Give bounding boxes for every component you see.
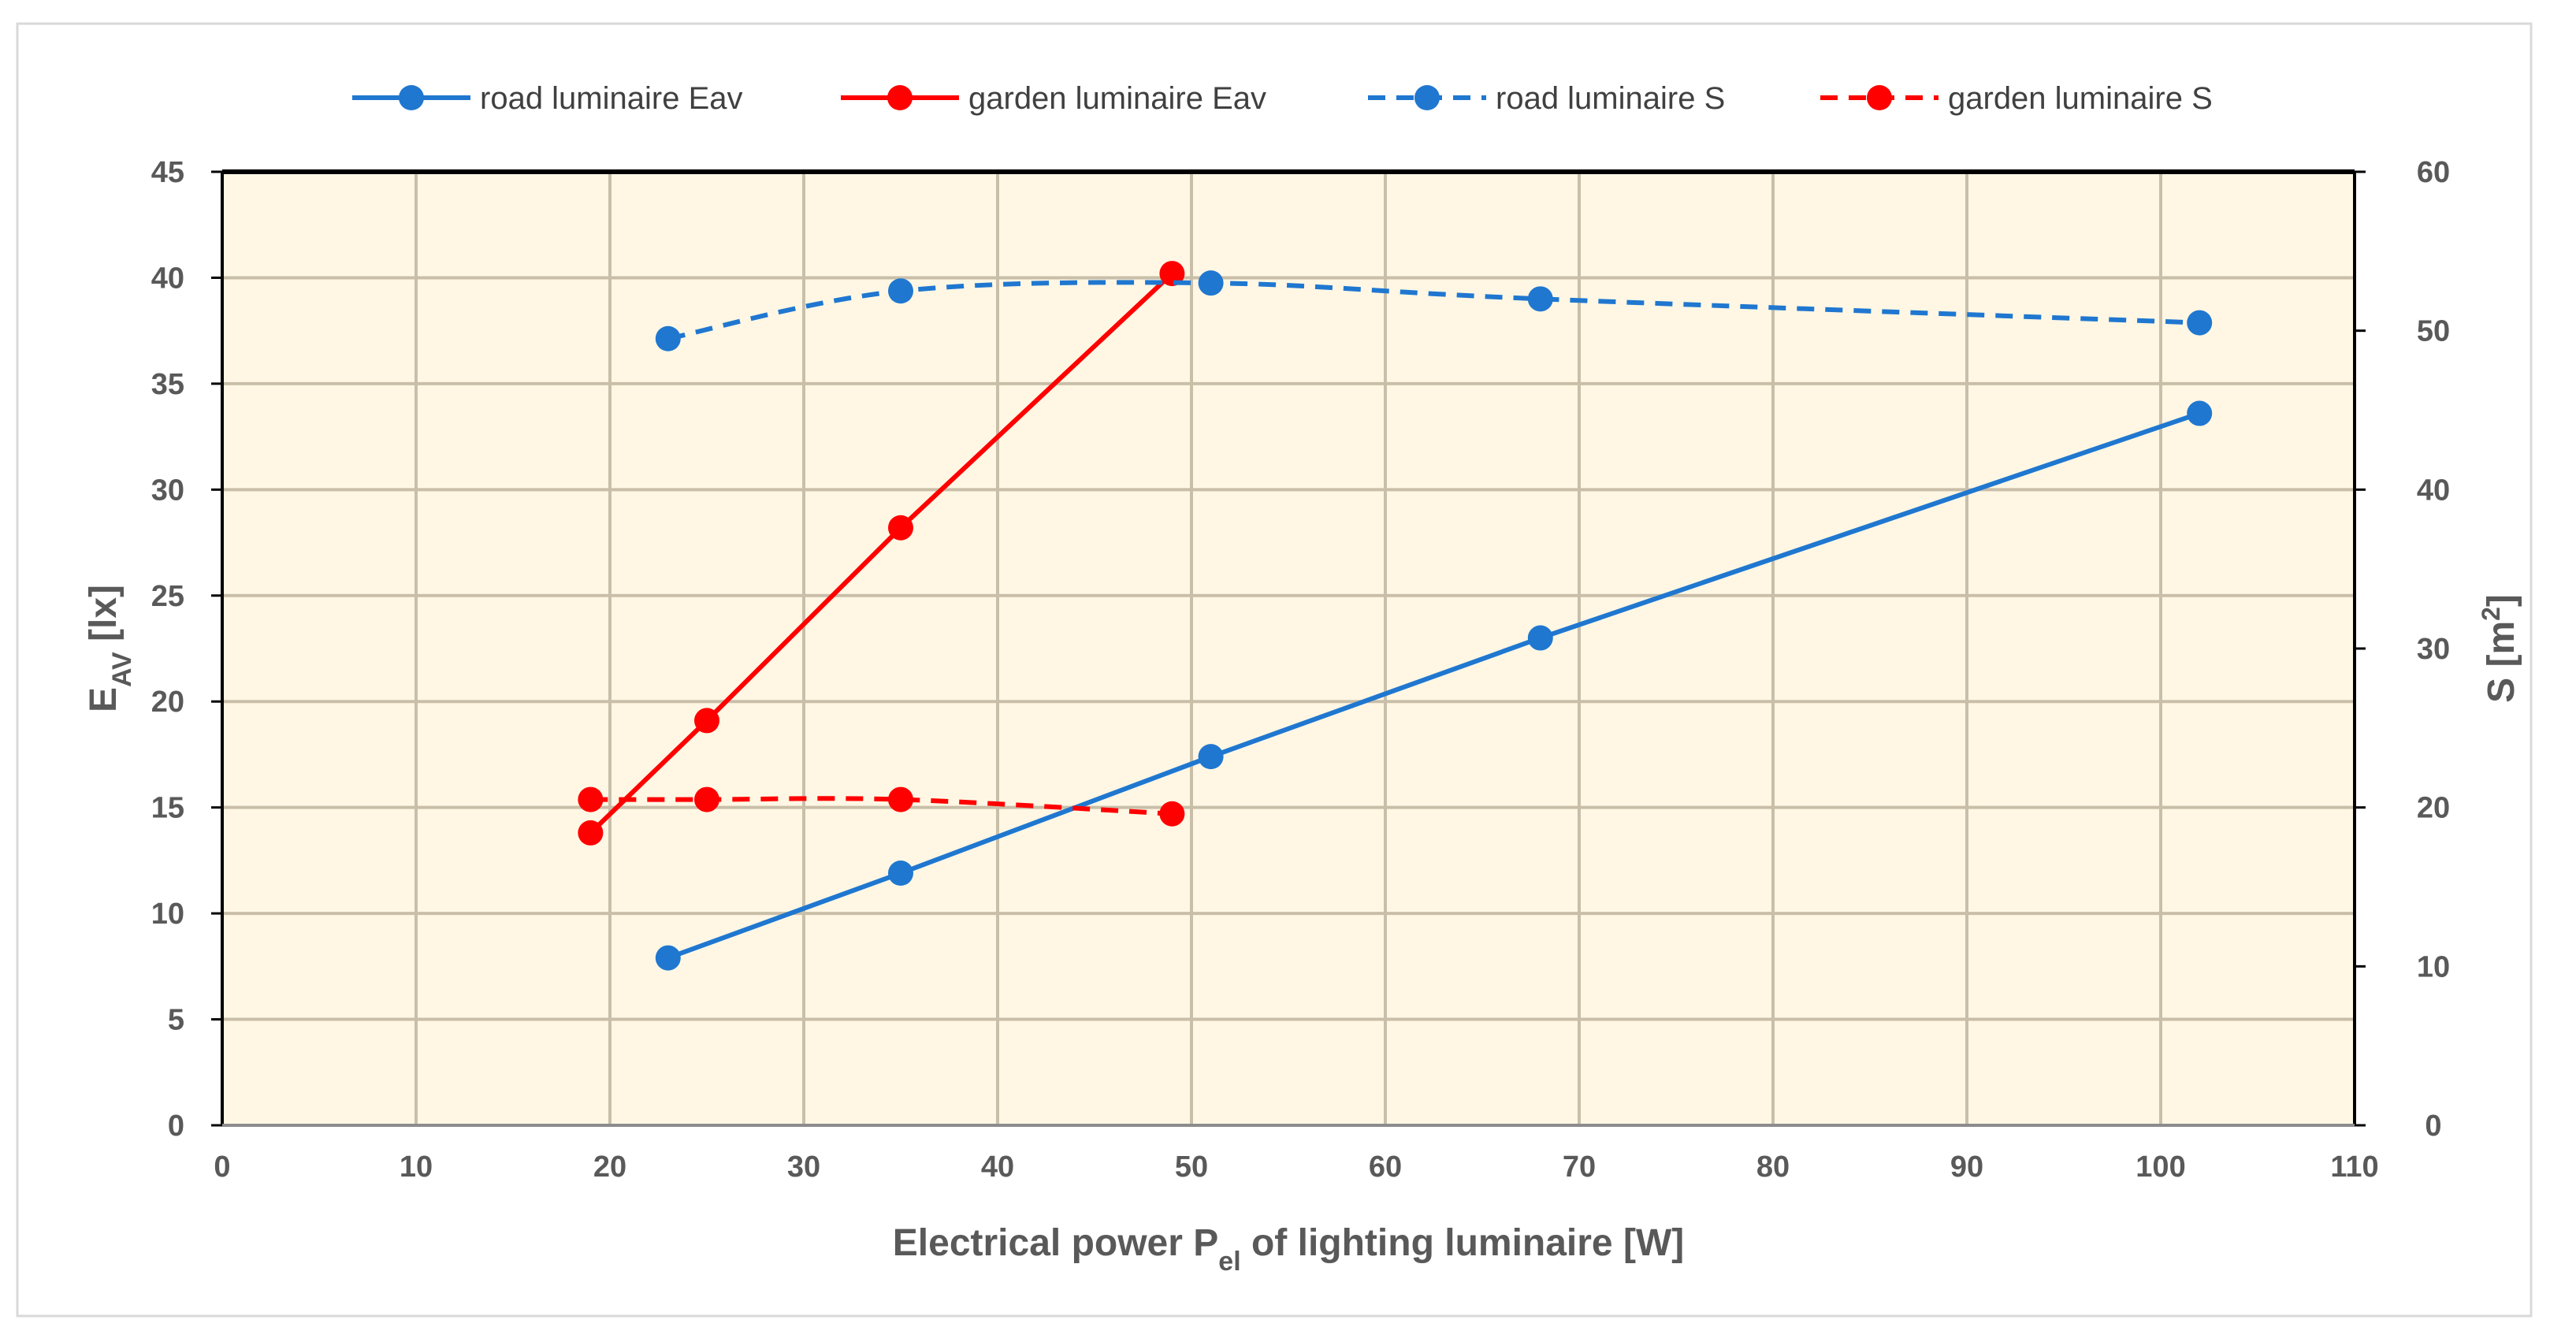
x-axis-title-main: Electrical power P bbox=[893, 1222, 1219, 1264]
legend-marker-garden-luminaire-s bbox=[1867, 85, 1892, 110]
series-line-garden-luminaire-eav bbox=[589, 271, 1174, 835]
y2-tick-label-2: 20 bbox=[2417, 792, 2450, 825]
tick-labels: 0 10 20 30 40 50 60 70 80 90 100 110051015202530354… bbox=[151, 156, 2450, 1184]
data-point-garden-luminaire-eav-0 bbox=[578, 820, 604, 846]
data-point-road-luminaire-s-2 bbox=[1198, 270, 1224, 296]
data-point-garden-luminaire-eav-1 bbox=[694, 708, 719, 734]
x-axis-title-sub: el bbox=[1218, 1247, 1240, 1277]
legend-label-garden-luminaire-s: garden luminaire S bbox=[1948, 81, 2213, 116]
legend-label-garden-luminaire-eav: garden luminaire Eav bbox=[968, 81, 1266, 116]
y-tick-label-3: 15 bbox=[151, 792, 184, 825]
y-tick-label-4: 20 bbox=[151, 686, 184, 719]
x-tick-label-10: 100 bbox=[2136, 1151, 2185, 1184]
y2-tick-label-0: 0 bbox=[2425, 1110, 2441, 1143]
series-line-garden-luminaire-s bbox=[590, 796, 1173, 816]
y-tick-label-2: 10 bbox=[151, 898, 184, 931]
x-tick-label-11: 110 bbox=[2330, 1151, 2378, 1184]
data-point-garden-luminaire-s-3 bbox=[1159, 801, 1185, 827]
y-tick-label-6: 30 bbox=[151, 474, 184, 507]
series-road-luminaire-eav bbox=[655, 400, 2213, 971]
y-tick-label-8: 40 bbox=[151, 262, 184, 295]
legend-marker-road-luminaire-s bbox=[1414, 85, 1440, 110]
series-garden-luminaire-s bbox=[578, 786, 1185, 827]
x-tick-label-7: 70 bbox=[1563, 1151, 1596, 1184]
legend-item-road-luminaire-eav: road luminaire Eav bbox=[352, 81, 743, 116]
y-tick-label-7: 35 bbox=[151, 368, 184, 401]
series-layer bbox=[578, 261, 2213, 971]
legend: road luminaire Eav garden luminaire Eav ro… bbox=[352, 81, 2213, 116]
legend-marker-road-luminaire-eav bbox=[399, 85, 424, 110]
y-tick-label-5: 25 bbox=[151, 580, 184, 613]
data-point-road-luminaire-s-4 bbox=[2187, 310, 2213, 336]
legend-label-road-luminaire-s: road luminaire S bbox=[1496, 81, 1725, 116]
legend-item-road-luminaire-s: road luminaire S bbox=[1368, 81, 1725, 116]
data-point-garden-luminaire-eav-3 bbox=[1159, 261, 1185, 287]
data-point-garden-luminaire-s-0 bbox=[578, 786, 604, 812]
x-tick-label-9: 90 bbox=[1950, 1151, 1983, 1184]
y2-axis-title: S [m2] bbox=[2477, 594, 2522, 703]
x-axis-title: Electrical power Pel of lighting luminai… bbox=[893, 1222, 1684, 1277]
data-point-road-luminaire-eav-3 bbox=[1527, 625, 1553, 651]
x-tick-label-4: 40 bbox=[981, 1151, 1014, 1184]
data-point-garden-luminaire-eav-2 bbox=[888, 515, 913, 541]
y2-axis-title-sup: 2 bbox=[2477, 607, 2505, 621]
x-axis-title-rest: of lighting luminaire [W] bbox=[1241, 1222, 1685, 1264]
series-road-luminaire-s bbox=[655, 270, 2213, 351]
y-tick-label-9: 45 bbox=[151, 156, 184, 189]
x-tick-label-2: 20 bbox=[593, 1151, 626, 1184]
y2-tick-label-1: 10 bbox=[2417, 950, 2450, 983]
y2-tick-label-5: 50 bbox=[2417, 315, 2450, 348]
x-tick-label-0: 0 bbox=[214, 1151, 230, 1184]
data-point-road-luminaire-eav-1 bbox=[888, 861, 913, 887]
x-tick-label-8: 80 bbox=[1756, 1151, 1790, 1184]
data-point-road-luminaire-eav-0 bbox=[655, 945, 681, 971]
y-tick-label-1: 5 bbox=[168, 1004, 184, 1037]
y-axis-title-rest: [lx] bbox=[83, 585, 125, 652]
data-point-road-luminaire-s-1 bbox=[888, 278, 913, 304]
data-point-road-luminaire-s-3 bbox=[1527, 286, 1553, 312]
y-axis-title-sub: AV bbox=[107, 652, 137, 687]
series-garden-luminaire-eav bbox=[578, 261, 1185, 846]
x-tick-label-5: 50 bbox=[1175, 1151, 1208, 1184]
y-tick-label-0: 0 bbox=[168, 1110, 184, 1143]
y2-tick-label-4: 40 bbox=[2417, 474, 2450, 507]
y2-tick-label-3: 30 bbox=[2417, 633, 2450, 666]
x-tick-label-1: 10 bbox=[400, 1151, 433, 1184]
data-point-road-luminaire-eav-4 bbox=[2187, 400, 2213, 426]
axes bbox=[211, 169, 2366, 1127]
data-point-road-luminaire-s-0 bbox=[655, 325, 681, 351]
x-tick-label-3: 30 bbox=[787, 1151, 820, 1184]
y2-axis-title-rest: ] bbox=[2481, 594, 2522, 607]
legend-label-road-luminaire-eav: road luminaire Eav bbox=[480, 81, 743, 116]
y2-tick-label-6: 60 bbox=[2417, 156, 2450, 189]
legend-marker-garden-luminaire-eav bbox=[887, 85, 913, 110]
y-axis-title: EAV [lx] bbox=[83, 585, 137, 712]
x-tick-label-6: 60 bbox=[1369, 1151, 1402, 1184]
data-point-garden-luminaire-s-2 bbox=[888, 786, 913, 812]
y-axis-title-main: E bbox=[83, 687, 125, 712]
legend-item-garden-luminaire-s: garden luminaire S bbox=[1820, 81, 2213, 116]
legend-item-garden-luminaire-eav: garden luminaire Eav bbox=[841, 81, 1266, 116]
y2-axis-title-main: S [m bbox=[2481, 621, 2522, 703]
data-point-road-luminaire-eav-2 bbox=[1198, 744, 1224, 770]
plot-area bbox=[222, 172, 2355, 1125]
data-point-garden-luminaire-s-1 bbox=[694, 786, 719, 812]
